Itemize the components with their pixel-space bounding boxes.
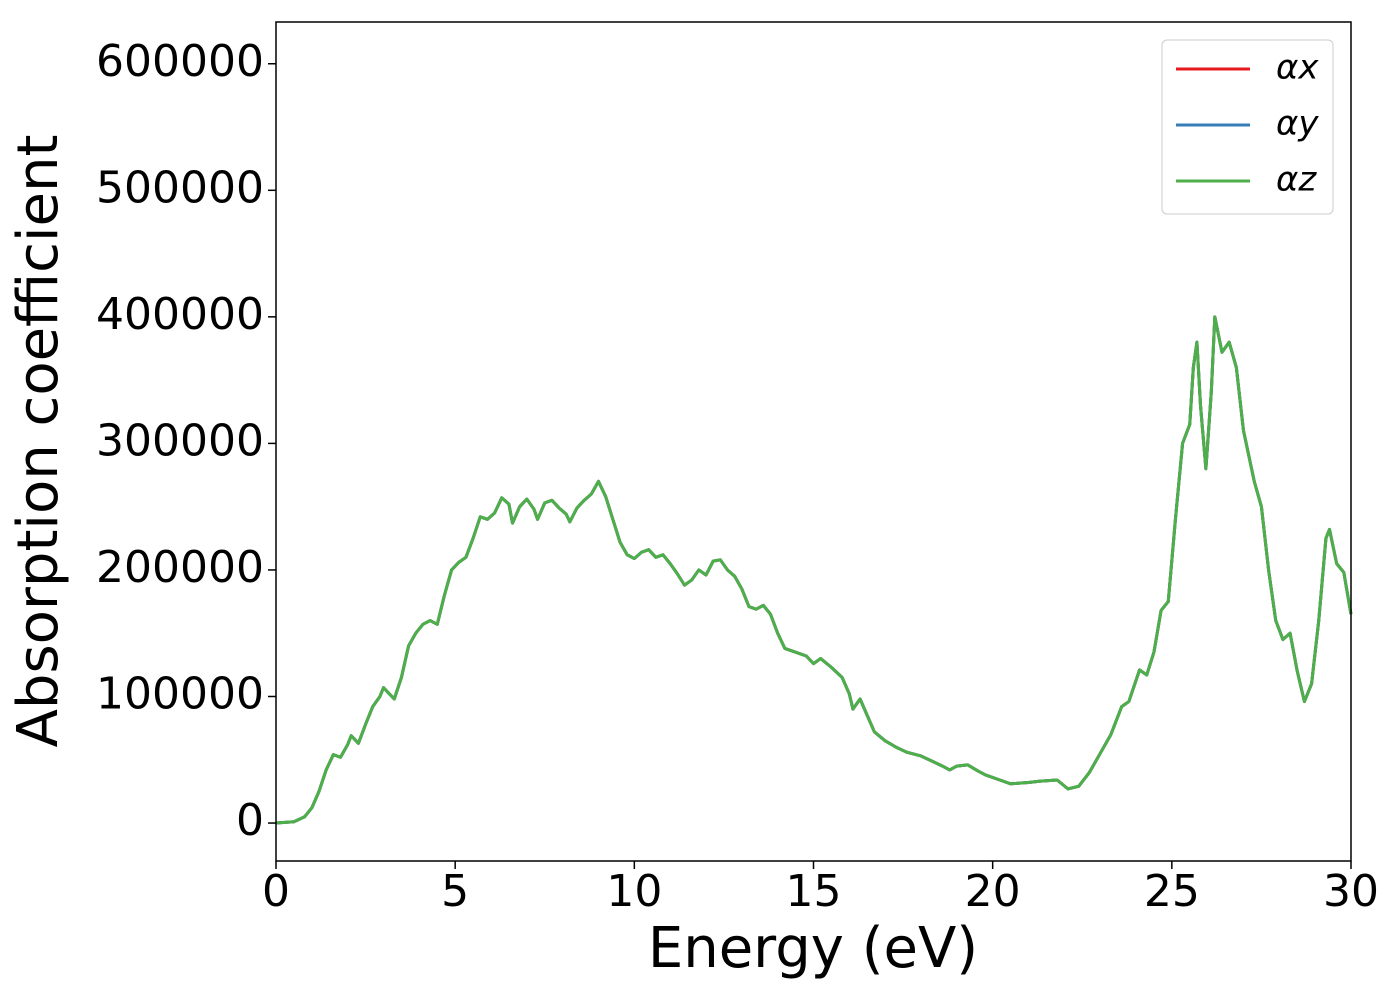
- data-line: [275, 315, 1353, 825]
- x-tick-label: 5: [441, 866, 469, 917]
- y-tick-label: 200000: [96, 542, 264, 593]
- legend-label: αy: [1276, 104, 1319, 144]
- x-tick-label: 0: [262, 866, 290, 917]
- x-tick-label: 10: [606, 866, 662, 917]
- legend-box: [1161, 39, 1334, 215]
- y-tick-label: 600000: [96, 36, 264, 87]
- data-line: [275, 315, 1353, 825]
- x-axis-label: Energy (eV): [648, 916, 978, 981]
- legend-label: αz: [1276, 160, 1317, 200]
- y-tick-label: 100000: [96, 668, 264, 719]
- y-tick-label: 0: [236, 795, 264, 846]
- y-tick-label: 300000: [96, 415, 264, 466]
- y-tick-label: 500000: [96, 162, 264, 213]
- y-tick-label: 400000: [96, 289, 264, 340]
- plot-frame: [275, 21, 1352, 862]
- x-tick-label: 25: [1144, 866, 1200, 917]
- x-tick-label: 20: [965, 866, 1021, 917]
- legend-label: αx: [1276, 48, 1319, 88]
- x-tick-label: 15: [786, 866, 842, 917]
- data-line: [275, 315, 1353, 825]
- y-axis-label: Absorption coefficient: [6, 135, 71, 748]
- x-tick-label: 30: [1323, 866, 1379, 917]
